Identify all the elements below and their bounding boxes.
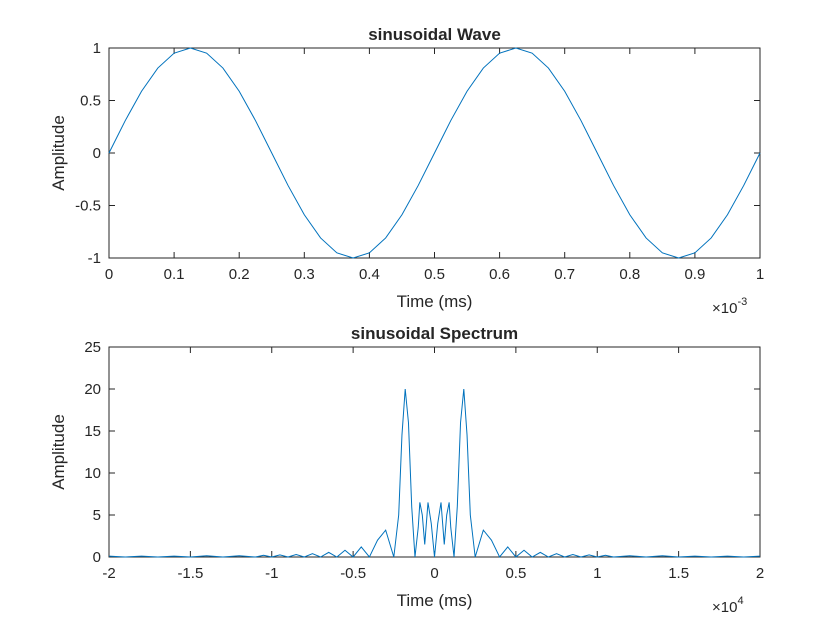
x-tick-label: 0.9 bbox=[684, 266, 705, 283]
x-tick-label: 0.3 bbox=[294, 266, 315, 283]
y-tick-label: -1 bbox=[88, 250, 101, 267]
subplot-top: 0 0.1 0.2 0.3 0.4 0.5 0.6 0.7 0.8 0.9 1 -1 -0.5 0 0.5 1… bbox=[49, 25, 764, 317]
y-tick-label: 0 bbox=[93, 145, 101, 162]
x-axis-label: Time (ms) bbox=[397, 591, 473, 610]
y-tick-label: 20 bbox=[84, 381, 101, 398]
series-line bbox=[108, 388, 761, 558]
x-tick-label: 2 bbox=[756, 565, 764, 582]
x-tick-label: 0.8 bbox=[619, 266, 640, 283]
y-tick-label: 1 bbox=[93, 40, 101, 57]
x-tick-label: 0.2 bbox=[229, 266, 250, 283]
series-line bbox=[108, 47, 761, 259]
x-tick-label: 0 bbox=[430, 565, 438, 582]
x-exponent-prefix: ×10 bbox=[712, 599, 737, 616]
x-tick-label: 1 bbox=[756, 266, 764, 283]
x-tick-label: 1 bbox=[593, 565, 601, 582]
x-tick-label: -0.5 bbox=[340, 565, 366, 582]
x-tick-label: -1 bbox=[265, 565, 278, 582]
x-tick-label: 0 bbox=[105, 266, 113, 283]
x-tick-label: 0.6 bbox=[489, 266, 510, 283]
x-tick-label: 0.7 bbox=[554, 266, 575, 283]
x-exponent-power: -3 bbox=[737, 296, 747, 308]
y-tick-label: -0.5 bbox=[75, 198, 101, 215]
y-tick-label: 15 bbox=[84, 423, 101, 440]
x-tick-label: -1.5 bbox=[177, 565, 203, 582]
y-tick-label: 25 bbox=[84, 339, 101, 356]
y-tick-label: 0.5 bbox=[80, 93, 101, 110]
x-exponent-power: 4 bbox=[737, 595, 743, 607]
y-tick-label: 0 bbox=[93, 549, 101, 566]
subplot-bottom: -2 -1.5 -1 -0.5 0 0.5 1 1.5 20510152025sinusoida… bbox=[49, 324, 764, 616]
axes-frame bbox=[108, 346, 761, 558]
chart-title: sinusoidal Spectrum bbox=[351, 324, 518, 343]
y-axis-label: Amplitude bbox=[49, 115, 68, 191]
y-tick-label: 10 bbox=[84, 465, 101, 482]
x-axis-label: Time (ms) bbox=[397, 292, 473, 311]
x-tick-label: -2 bbox=[102, 565, 115, 582]
x-tick-label: 0.5 bbox=[424, 266, 445, 283]
x-exponent-prefix: ×10 bbox=[712, 300, 737, 317]
y-axis-label: Amplitude bbox=[49, 414, 68, 490]
x-tick-label: 0.4 bbox=[359, 266, 380, 283]
x-tick-label: 0.1 bbox=[164, 266, 185, 283]
x-tick-label: 0.5 bbox=[505, 565, 526, 582]
x-exponent-label: ×10-3 bbox=[712, 296, 747, 317]
chart-title: sinusoidal Wave bbox=[368, 25, 501, 44]
y-tick-label: 5 bbox=[93, 507, 101, 524]
x-tick-label: 1.5 bbox=[668, 565, 689, 582]
x-exponent-label: ×104 bbox=[712, 595, 744, 616]
